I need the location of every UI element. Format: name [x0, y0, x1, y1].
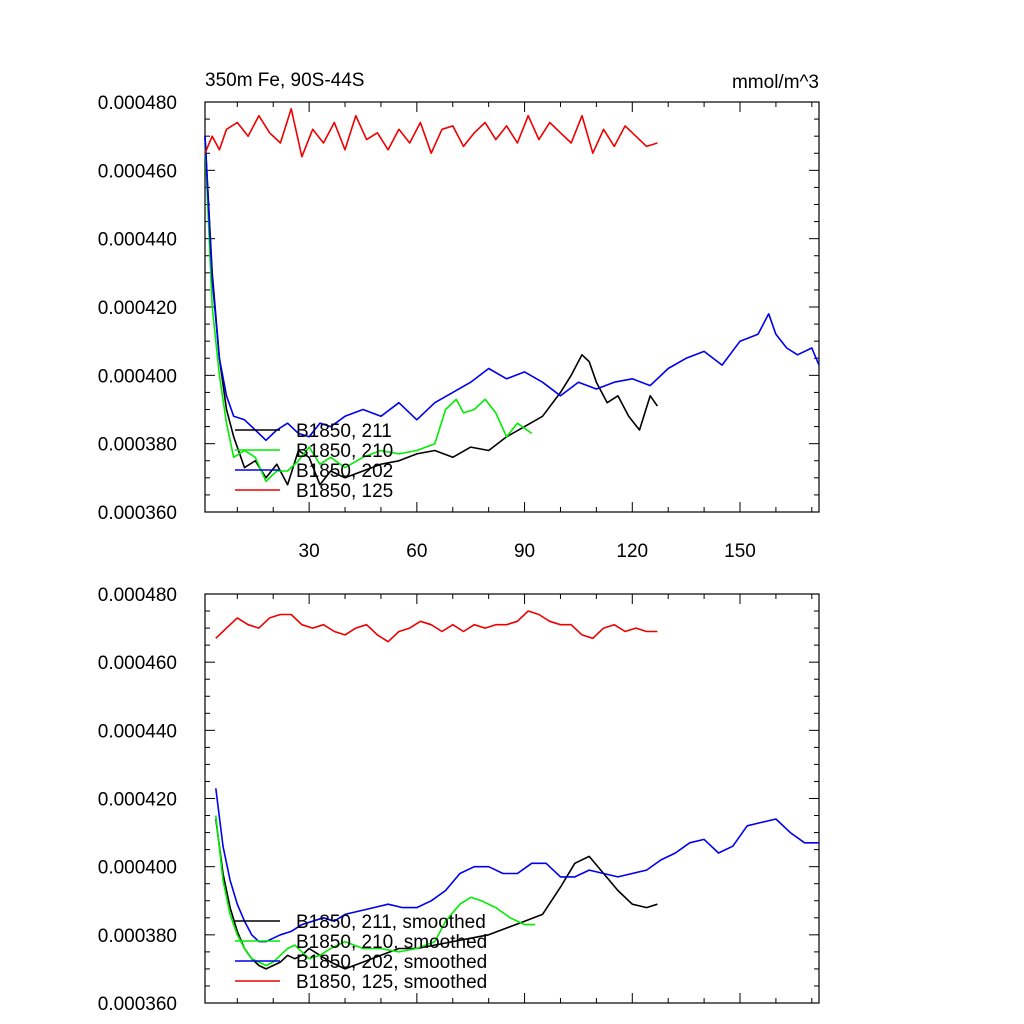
legend-label: B1850, 125, smoothed — [296, 972, 487, 993]
top-panel: 0.000360 0.000380 0.000400 0.000420 0.000440… — [98, 70, 820, 562]
x-tick-label: 150 — [724, 541, 756, 562]
bottom-panel: 0.000360 0.000380 0.000400 0.000420 0.000440… — [98, 585, 820, 1015]
series-line-b1850-202-smoothed — [215, 788, 819, 943]
series-line-b1850-210 — [204, 142, 533, 483]
y-tick-label: 0.000440 — [98, 230, 177, 251]
x-tick-label: 30 — [299, 541, 320, 562]
x-tick-label: 90 — [514, 541, 535, 562]
y-tick-label: 0.000400 — [98, 366, 177, 387]
x-tick-label: 60 — [406, 541, 427, 562]
chart-title: 350m Fe, 90S-44S — [205, 70, 364, 91]
legend-label: B1850, 211 — [296, 421, 392, 442]
legend-label: B1850, 210, smoothed — [296, 932, 487, 953]
series-line-b1850-125-smoothed — [215, 610, 658, 643]
legend-label: B1850, 211, smoothed — [296, 912, 486, 933]
y-tick-label: 0.000420 — [98, 790, 177, 811]
y-tick-label: 0.000440 — [98, 721, 177, 742]
y-tick-label: 0.000400 — [98, 858, 177, 879]
series-line-b1850-202 — [204, 136, 820, 442]
legend-label: B1850, 202, smoothed — [296, 952, 487, 973]
y-tick-label: 0.000380 — [98, 435, 177, 456]
series-line-b1850-210-smoothed — [215, 815, 536, 967]
y-tick-label: 0.000460 — [98, 161, 177, 182]
legend-label: B1850, 202 — [296, 461, 393, 482]
legend-label: B1850, 210 — [296, 441, 393, 462]
series-line-b1850-211 — [204, 136, 659, 486]
y-tick-label: 0.000380 — [98, 926, 177, 947]
legend-label: B1850, 125 — [296, 481, 393, 502]
units-label: mmol/m^3 — [732, 72, 819, 93]
y-tick-label: 0.000460 — [98, 653, 177, 674]
x-tick-label: 120 — [616, 541, 648, 562]
series-line-b1850-125 — [204, 108, 658, 158]
y-tick-label: 0.000480 — [98, 585, 177, 606]
series-line-b1850-211-smoothed — [215, 818, 658, 970]
y-tick-label: 0.000360 — [98, 503, 177, 524]
y-tick-label: 0.000360 — [98, 994, 177, 1015]
y-tick-label: 0.000420 — [98, 298, 177, 319]
y-tick-label: 0.000480 — [98, 93, 177, 114]
